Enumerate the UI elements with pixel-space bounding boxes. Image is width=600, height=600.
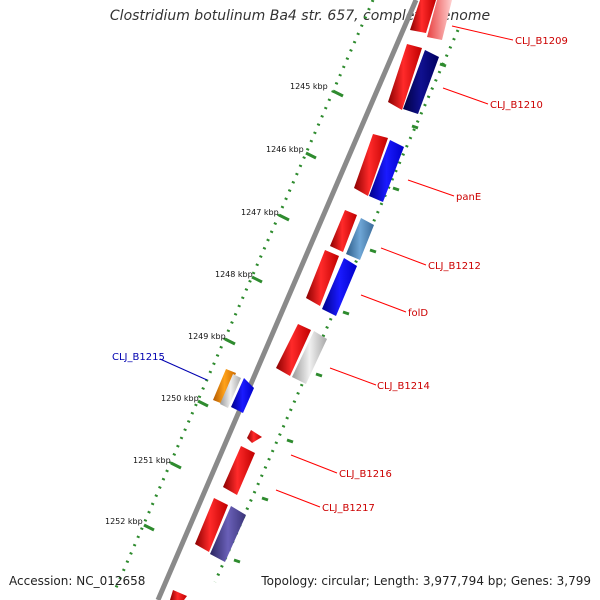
tick-label: 1248 kbp [215,270,253,279]
gene-feature-CLJ_B1215[interactable] [213,369,236,404]
gene-feature-panE-rev[interactable] [369,140,404,202]
tick-label: 1249 kbp [188,332,226,341]
right-dotted-track [213,29,460,583]
tick-label: 1252 kbp [105,517,143,526]
gene-label-CLJ_B1215[interactable]: CLJ_B1215 [112,352,165,363]
inner-track-dashes [233,62,447,564]
tick-marks [143,89,344,532]
gene-label-folD[interactable]: folD [408,308,428,319]
tick-label: 1245 kbp [290,82,328,91]
gene-feature-CLJ_B1217[interactable] [195,498,228,552]
gene-feature-CLJ_B1215-gray[interactable] [220,374,241,408]
gene-feature-folD[interactable] [306,250,339,306]
gene-label-CLJ_B1212[interactable]: CLJ_B1212 [428,261,481,272]
gene-label-CLJ_B1210[interactable]: CLJ_B1210 [490,100,543,111]
gene-feature-CLJ_B1214[interactable] [276,324,311,376]
gene-label-CLJ_B1209[interactable]: CLJ_B1209 [515,36,568,47]
gene-feature-CLJ_B1214-rev[interactable] [292,331,327,384]
gene-feature-folD-rev[interactable] [322,258,357,316]
genome-backbone [155,0,419,600]
tick-label: 1251 kbp [133,456,171,465]
gene-feature-panE[interactable] [354,134,388,196]
gene-features [170,0,452,600]
gene-label-CLJ_B1217[interactable]: CLJ_B1217 [322,503,375,514]
gene-feature-CLJ_B1210-rev[interactable] [403,50,439,114]
gene-feature-CLJ_B1216[interactable] [223,446,255,495]
gene-feature-CLJ_B1212[interactable] [330,210,357,252]
tick-label: 1246 kbp [266,145,304,154]
gene-feature-CLJ_B1216-small[interactable] [247,430,262,443]
gene-feature-CLJ_B1215-blue[interactable] [231,378,254,413]
accession-text: Accession: NC_012658 [9,574,146,588]
gene-feature-top-light[interactable] [427,0,452,40]
gene-feature-bottom[interactable] [170,590,187,600]
gene-label-CLJ_B1216[interactable]: CLJ_B1216 [339,469,392,480]
label-leaders [159,25,514,508]
gene-labels: CLJ_B1209 CLJ_B1210 panE CLJ_B1212 folD … [112,36,568,514]
tick-label: 1250 kbp [161,394,199,403]
gene-feature-top[interactable] [410,0,436,33]
tick-label: 1247 kbp [241,208,279,217]
gene-feature-CLJ_B1212-rev[interactable] [346,218,374,260]
gene-label-CLJ_B1214[interactable]: CLJ_B1214 [377,381,430,392]
map-title: Clostridium botulinum Ba4 str. 657, comp… [109,8,491,24]
gene-label-panE[interactable]: panE [456,192,481,203]
gene-feature-CLJ_B1217-rev[interactable] [210,506,246,562]
topology-text: Topology: circular; Length: 3,977,794 bp… [261,574,591,588]
gene-feature-CLJ_B1210[interactable] [388,44,422,110]
tick-labels: 1245 kbp 1246 kbp 1247 kbp 1248 kbp 1249… [105,82,328,526]
